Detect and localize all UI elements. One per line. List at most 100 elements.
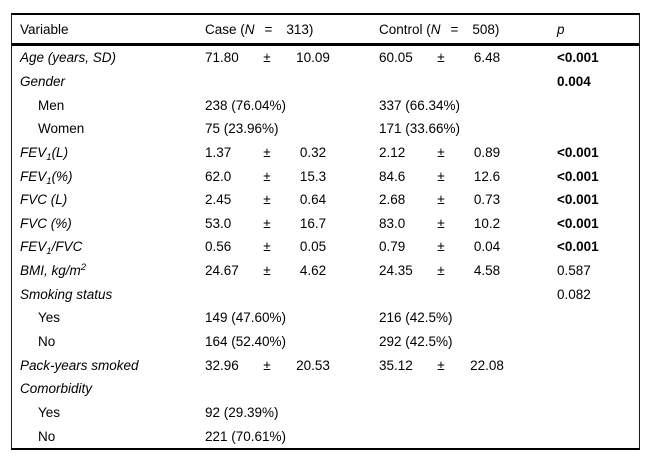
control-cell: 2.68 ±0.73 xyxy=(379,192,557,207)
plus-minus-sign: ± xyxy=(263,239,271,255)
mean-value: 0.79 xyxy=(379,239,406,255)
mean-value: 24.67 xyxy=(205,263,239,279)
table-row: Gender 0.004 xyxy=(12,70,639,94)
table-row: Men 238 (76.04%) 337 (66.34%) xyxy=(12,93,639,117)
count-percent-value: 75 (23.96%) xyxy=(205,121,279,137)
plus-minus-sign: ± xyxy=(263,263,271,279)
case-cell: 1.37 ±0.32 xyxy=(205,145,379,160)
table-row: No 164 (52.40%) 292 (42.5%) xyxy=(12,330,639,354)
table-row: BMI, kg/m2 24.67 ±4.62 24.35 ±4.58 0.587 xyxy=(12,259,639,283)
table-row: Yes 92 (29.39%) xyxy=(12,401,639,425)
p-value: <0.001 xyxy=(557,168,599,184)
case-cell: 92 (29.39%) xyxy=(205,405,379,420)
sd-value: 4.62 xyxy=(299,263,327,279)
table-row: Pack-years smoked 32.96 ±20.53 35.12 ±22.08 xyxy=(12,353,639,377)
table-row: No 221 (70.61%) xyxy=(12,424,639,448)
control-cell: 292 (42.5%) xyxy=(379,334,557,349)
control-cell: 35.12 ±22.08 xyxy=(379,358,557,373)
case-cell: 0.56 ±0.05 xyxy=(205,239,379,254)
case-cell: 24.67 ±4.62 xyxy=(205,263,379,278)
count-percent-value: 221 (70.61%) xyxy=(205,428,287,444)
row-label: Gender xyxy=(20,73,66,89)
header-case-label: Case (N xyxy=(205,22,255,37)
row-label: Smoking status xyxy=(20,286,113,302)
count-percent-value: 216 (42.5%) xyxy=(379,310,453,326)
sd-value: 10.09 xyxy=(296,50,330,66)
row-label: FVC (%) xyxy=(20,215,72,231)
count-percent-value: 164 (52.40%) xyxy=(205,334,287,349)
sd-value: 0.32 xyxy=(299,144,327,160)
mean-value: 53.0 xyxy=(205,215,232,231)
plus-minus-sign: ± xyxy=(437,50,445,66)
plus-minus-sign: ± xyxy=(263,144,271,160)
row-label: Age (years, SD) xyxy=(20,50,117,66)
sd-value: 15.3 xyxy=(299,168,327,184)
row-label: Yes xyxy=(38,404,61,420)
p-value: <0.001 xyxy=(557,192,599,208)
plus-minus-sign: ± xyxy=(437,263,445,279)
row-label: No xyxy=(38,334,56,349)
case-cell: 2.45 ±0.64 xyxy=(205,192,379,207)
table-header-row: Variable Case (N = 313) Control (N = 508… xyxy=(12,15,639,46)
sd-value: 0.73 xyxy=(473,192,501,208)
mean-value: 24.35 xyxy=(379,263,413,279)
plus-minus-sign: ± xyxy=(263,192,271,208)
case-cell: 75 (23.96%) xyxy=(205,121,379,136)
count-percent-value: 171 (33.66%) xyxy=(379,121,461,137)
plus-minus-sign: ± xyxy=(263,50,271,66)
table-body: Age (years, SD) 71.80 ±10.09 60.05 ±6.48 <0.0… xyxy=(12,46,639,448)
header-control-prefix: Control ( xyxy=(379,21,431,37)
case-cell: 71.80 ±10.09 xyxy=(205,50,379,65)
sd-value: 16.7 xyxy=(299,215,327,231)
row-label: Comorbidity xyxy=(20,381,93,397)
count-percent-value: 292 (42.5%) xyxy=(379,334,453,349)
row-label: BMI, kg/m2 xyxy=(20,262,87,279)
p-value: 0.587 xyxy=(557,263,591,279)
control-cell: 337 (66.34%) xyxy=(379,98,557,113)
sd-value: 12.6 xyxy=(473,168,501,184)
mean-value: 32.96 xyxy=(205,357,239,373)
count-percent-value: 149 (47.60%) xyxy=(205,310,287,326)
control-cell: 216 (42.5%) xyxy=(379,310,557,325)
n-symbol: N xyxy=(244,21,255,37)
table-row: Yes 149 (47.60%) 216 (42.5%) xyxy=(12,306,639,330)
case-cell: 149 (47.60%) xyxy=(205,310,379,325)
table-row: FEV1(L) 1.37 ±0.32 2.12 ±0.89 <0.001 xyxy=(12,141,639,165)
control-cell: 83.0 ±10.2 xyxy=(379,216,557,231)
count-percent-value: 337 (66.34%) xyxy=(379,97,461,113)
n-symbol: N xyxy=(430,21,441,37)
p-value: <0.001 xyxy=(557,50,599,66)
row-label: FEV1/FVC xyxy=(20,239,83,258)
row-label: FEV1(%) xyxy=(20,168,73,187)
header-case: Case (N = 313) xyxy=(205,22,379,37)
sd-value: 22.08 xyxy=(470,357,504,373)
table-row: FVC (%) 53.0 ±16.7 83.0 ±10.2 <0.001 xyxy=(12,211,639,235)
plus-minus-sign: ± xyxy=(437,239,445,255)
plus-minus-sign: ± xyxy=(437,144,445,160)
control-cell: 2.12 ±0.89 xyxy=(379,145,557,160)
count-percent-value: 238 (76.04%) xyxy=(205,97,287,113)
p-value: 0.082 xyxy=(557,286,591,302)
baseline-characteristics-table: Variable Case (N = 313) Control (N = 508… xyxy=(11,13,640,450)
row-label: FVC (L) xyxy=(20,192,68,208)
p-value: <0.001 xyxy=(557,239,599,255)
row-label: Pack-years smoked xyxy=(20,357,139,373)
row-label: FEV1(L) xyxy=(20,144,69,163)
table-row: Age (years, SD) 71.80 ±10.09 60.05 ±6.48 <0.0… xyxy=(12,46,639,70)
plus-minus-sign: ± xyxy=(437,168,445,184)
mean-value: 1.37 xyxy=(205,144,232,160)
row-label: Men xyxy=(38,97,65,113)
header-p: p xyxy=(557,22,639,37)
count-percent-value: 92 (29.39%) xyxy=(205,404,279,420)
mean-value: 84.6 xyxy=(379,168,406,184)
sd-value: 4.58 xyxy=(473,263,501,279)
case-cell: 164 (52.40%) xyxy=(205,334,379,349)
table-row: FEV1/FVC 0.56 ±0.05 0.79 ±0.04 <0.001 xyxy=(12,235,639,259)
row-label: Women xyxy=(38,121,85,137)
sd-value: 0.04 xyxy=(473,239,501,255)
header-variable: Variable xyxy=(20,21,69,37)
mean-value: 83.0 xyxy=(379,215,406,231)
sd-value: 10.2 xyxy=(473,215,501,231)
header-case-n: 313) xyxy=(286,21,314,37)
case-cell: 238 (76.04%) xyxy=(205,98,379,113)
